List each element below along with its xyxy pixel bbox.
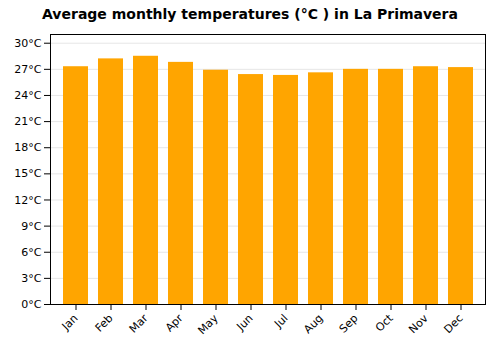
svg-text:Jul: Jul: [271, 312, 290, 331]
svg-text:Oct: Oct: [373, 311, 396, 334]
html-text:Average monthly temperatures (: Average monthly temperatures (°C ) in La…: [42, 6, 458, 22]
svg-text:30°C: 30°C: [14, 37, 41, 50]
svg-text:0°C: 0°C: [21, 298, 41, 311]
svg-text:Jan: Jan: [59, 312, 81, 334]
svg-text:15°C: 15°C: [14, 167, 41, 180]
svg-text:6°C: 6°C: [21, 246, 41, 259]
svg-text:Nov: Nov: [406, 311, 431, 336]
svg-text:18°C: 18°C: [14, 141, 41, 154]
svg-text:3°C: 3°C: [21, 272, 41, 285]
svg-text:12°C: 12°C: [14, 194, 41, 207]
svg-text:27°C: 27°C: [14, 63, 41, 76]
svg-text:Dec: Dec: [441, 312, 465, 336]
svg-text:Aug: Aug: [301, 312, 325, 336]
svg-text:Mar: Mar: [127, 311, 151, 335]
svg-text:Apr: Apr: [163, 311, 186, 334]
svg-text:Sep: Sep: [337, 312, 361, 336]
svg-text:24°C: 24°C: [14, 89, 41, 102]
svg-text:Jun: Jun: [234, 312, 256, 334]
svg-text:9°C: 9°C: [21, 220, 41, 233]
svg-text:Feb: Feb: [93, 312, 116, 335]
svg-text:21°C: 21°C: [14, 115, 41, 128]
svg-text:May: May: [195, 311, 221, 337]
